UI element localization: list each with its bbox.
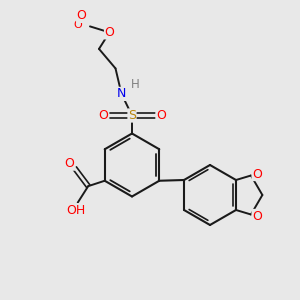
Text: OH: OH xyxy=(67,204,86,217)
Text: O: O xyxy=(252,167,262,181)
Text: O: O xyxy=(98,109,108,122)
Text: O: O xyxy=(74,20,82,30)
Text: O: O xyxy=(156,109,166,122)
Text: N: N xyxy=(117,87,126,101)
Text: O: O xyxy=(252,209,262,223)
Text: S: S xyxy=(128,109,136,122)
Text: O: O xyxy=(105,26,114,39)
Text: H: H xyxy=(130,78,140,92)
Text: O: O xyxy=(77,9,86,22)
Text: O: O xyxy=(65,157,75,170)
